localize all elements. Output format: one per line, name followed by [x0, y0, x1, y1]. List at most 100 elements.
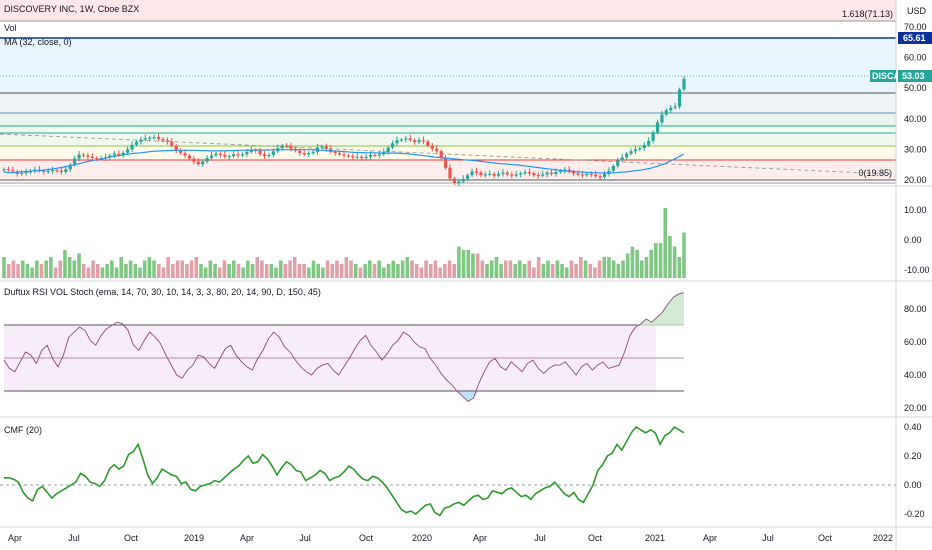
volume-bar — [171, 264, 175, 278]
candle-body — [519, 173, 523, 175]
cmf-title: CMF (20) — [4, 425, 42, 435]
volume-bar — [128, 260, 133, 278]
volume-bar — [81, 264, 86, 278]
candle-body — [223, 154, 227, 157]
volume-bar — [241, 267, 245, 278]
volume-bar — [283, 264, 288, 278]
candle-body — [130, 144, 134, 150]
volume-bar — [579, 257, 583, 278]
candle-body — [280, 145, 284, 149]
volume-bar — [166, 257, 170, 278]
axes-layer: 20.00 30.00 40.00 50.00 60.00 70.00 10.00 0.00 -… — [8, 22, 930, 543]
candle-body — [20, 172, 24, 174]
candle-body — [510, 174, 514, 176]
vol-axis-tick: -10.00 — [904, 265, 930, 275]
volume-bar — [499, 264, 503, 278]
volume-bar — [316, 264, 321, 278]
volume-bar — [382, 267, 386, 278]
candle-body — [368, 154, 373, 157]
candle-body — [413, 140, 417, 143]
volume-bar — [677, 257, 682, 278]
candle-body — [227, 156, 231, 158]
fib-zone-5 — [0, 113, 896, 126]
volume-bar — [428, 264, 433, 278]
volume-bar — [602, 257, 607, 278]
candle-body — [134, 141, 139, 145]
volume-bar — [654, 243, 658, 278]
rsi-overbought-fill — [619, 292, 684, 326]
volume-bar — [124, 264, 128, 278]
volume-bar — [203, 267, 208, 278]
fib-top-annotation: 1.618(71.13) — [842, 9, 893, 19]
volume-bar — [288, 260, 292, 278]
symbol-tag — [870, 70, 896, 82]
candle-body — [443, 157, 448, 168]
volume-bar — [475, 253, 480, 278]
volume-bar — [6, 264, 11, 278]
volume-bar — [485, 264, 489, 278]
volume-bar — [672, 246, 677, 278]
volume-bar — [471, 253, 475, 278]
candle-body — [611, 165, 615, 171]
last-price-value: 53.03 — [902, 71, 925, 81]
volume-bar — [639, 260, 644, 278]
volume-bar — [180, 260, 185, 278]
candle-body — [117, 153, 121, 155]
candle-body — [342, 154, 346, 156]
volume-bar — [527, 260, 532, 278]
candle-body — [232, 154, 236, 157]
candle-body — [488, 173, 492, 175]
candle-body — [677, 89, 682, 107]
candle-body — [11, 170, 15, 172]
candle-body — [90, 156, 94, 158]
candle-body — [333, 151, 337, 154]
candle-body — [307, 153, 311, 155]
candle-body — [81, 154, 86, 156]
candle-body — [24, 172, 28, 174]
volume-bar — [260, 260, 264, 278]
volume-bar — [77, 253, 81, 278]
candle-body — [55, 170, 59, 172]
candle-body — [651, 132, 655, 141]
volume-bar — [264, 264, 269, 278]
candle-body — [532, 173, 536, 176]
candle-body — [209, 155, 214, 158]
candle-body — [346, 155, 351, 157]
volume-bar — [541, 264, 546, 278]
rsi-axis-tick: 60.00 — [904, 337, 927, 347]
candle-body — [647, 140, 651, 146]
volume-bar — [255, 257, 260, 278]
volume-bar — [405, 257, 410, 278]
time-axis-tick: 2021 — [645, 533, 665, 543]
time-axis-tick: 2022 — [873, 533, 893, 543]
volume-bar — [588, 264, 593, 278]
volume-bar — [682, 232, 686, 278]
candle-body — [594, 174, 598, 177]
volume-bar — [208, 260, 213, 278]
candle-body — [602, 173, 607, 177]
time-axis-tick: Apr — [473, 533, 487, 543]
volume-bar — [185, 264, 189, 278]
time-axis-tick: Oct — [124, 533, 139, 543]
volume-bar — [142, 260, 147, 278]
candle-body — [298, 150, 302, 154]
volume-bar — [105, 264, 109, 278]
volume-bar — [414, 264, 419, 278]
candle-body — [514, 174, 518, 176]
candle-body — [629, 151, 633, 154]
ma-layer — [3, 149, 685, 174]
candle-body — [218, 153, 222, 155]
candle-body — [523, 172, 527, 174]
candle-body — [598, 176, 602, 178]
volume-bar — [95, 264, 100, 278]
volume-bar — [2, 257, 6, 278]
volume-bar — [344, 257, 349, 278]
volume-bar — [532, 267, 536, 278]
candle-body — [351, 156, 355, 158]
time-axis-tick: Jul — [68, 533, 80, 543]
volume-bar — [564, 267, 569, 278]
candle-body — [112, 153, 116, 156]
volume-bar — [199, 264, 203, 278]
volume-bar — [452, 264, 457, 278]
